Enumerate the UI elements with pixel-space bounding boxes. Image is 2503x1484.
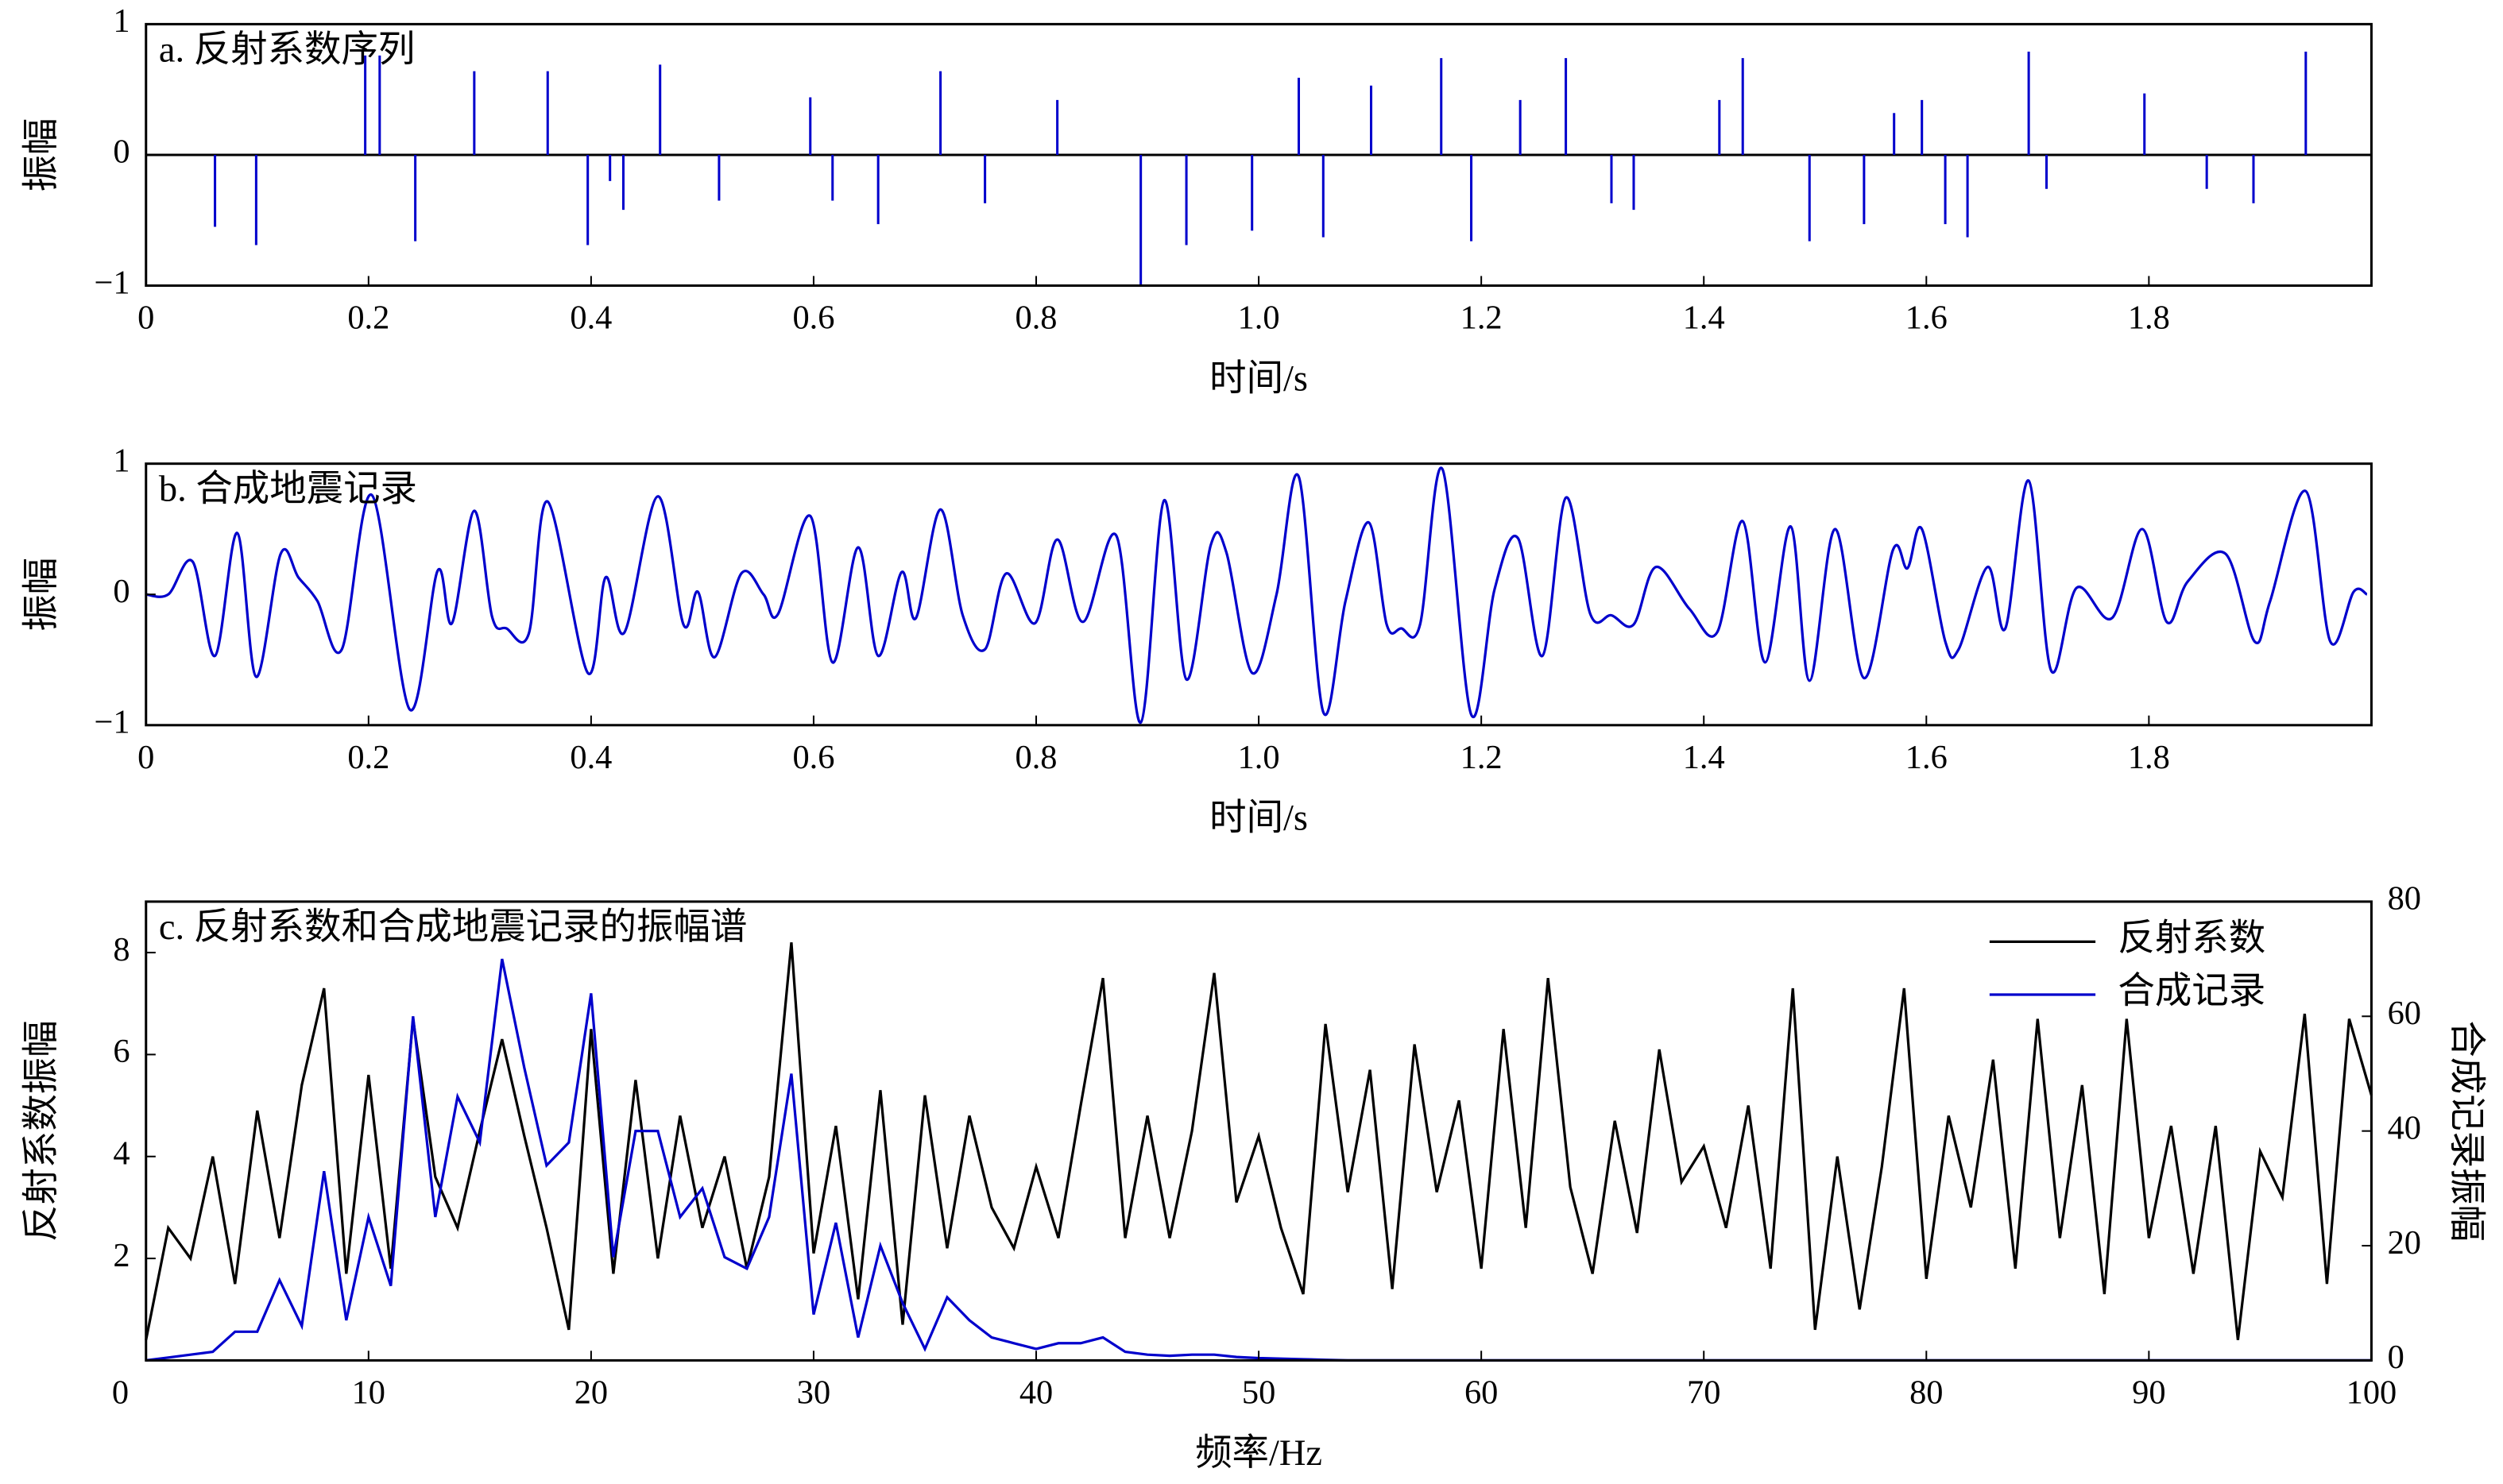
- y2-tick-label: 20: [2388, 1224, 2421, 1262]
- y-axis-label: 振幅: [21, 118, 62, 192]
- x-tick-label: 0.6: [792, 300, 834, 337]
- x-tick-label: 1.0: [1238, 739, 1280, 776]
- series-line: [145, 466, 2368, 725]
- y-tick-label: 4: [113, 1134, 130, 1172]
- x-tick-label: 40: [1019, 1374, 1053, 1412]
- y-tick-label: 6: [113, 1033, 130, 1070]
- chart-title: b. 合成地震记录: [159, 470, 417, 510]
- x-tick-label: 80: [1909, 1374, 1943, 1412]
- x-tick-label: 1.0: [1238, 300, 1280, 337]
- y-tick-label: −1: [94, 704, 130, 741]
- y2-tick-label: 80: [2388, 880, 2421, 918]
- x-tick-label: 0: [137, 739, 154, 776]
- x-tick-label: 1.6: [1905, 300, 1948, 337]
- x-tick-label: 0.8: [1016, 300, 1058, 337]
- x-tick-label: 1.4: [1683, 300, 1725, 337]
- x-tick-label: 0: [137, 300, 154, 337]
- x-tick-label: 1.8: [2128, 739, 2170, 776]
- x-tick-label: 100: [2346, 1374, 2397, 1412]
- x-tick-label: 0.2: [347, 300, 389, 337]
- y-axis-label: 振幅: [21, 558, 62, 632]
- x-tick-label: 0.2: [347, 739, 389, 776]
- x-tick-label: 30: [797, 1374, 830, 1412]
- x-tick-label: 1.8: [2128, 300, 2170, 337]
- x-tick-label: 10: [352, 1374, 385, 1412]
- series-line: [145, 942, 2373, 1341]
- legend-label: 反射系数: [2118, 918, 2265, 959]
- x-tick-label: 1.6: [1905, 739, 1948, 776]
- y-tick-label: 8: [113, 931, 130, 968]
- x-tick-label: 50: [1242, 1374, 1275, 1412]
- y2-tick-label: 60: [2388, 995, 2421, 1032]
- y2-tick-label: 0: [2388, 1339, 2404, 1376]
- y-tick-label: 0: [113, 133, 130, 171]
- y2-axis-label: 合成记录振幅: [2446, 1020, 2486, 1242]
- chart-title: c. 反射系数和合成地震记录的振幅谱: [159, 907, 747, 948]
- y-axis-label: 反射系数振幅: [21, 1020, 62, 1242]
- y-tick-label: −1: [94, 264, 130, 301]
- x-tick-label: 0.6: [792, 739, 834, 776]
- x-tick-label: 1.4: [1683, 739, 1725, 776]
- x-tick-label: 0.4: [570, 300, 612, 337]
- x-tick-label: 20: [574, 1374, 608, 1412]
- x-axis-label: 时间/s: [1209, 798, 1308, 839]
- plot-frame: [145, 462, 2373, 727]
- y-tick-label: 0: [113, 573, 130, 610]
- legend-label: 合成记录: [2118, 972, 2265, 1012]
- y-tick-label: 2: [113, 1237, 130, 1274]
- x-tick-label: 0.8: [1016, 739, 1058, 776]
- x-tick-label: 0: [112, 1374, 129, 1412]
- x-tick-label: 1.2: [1460, 300, 1503, 337]
- x-tick-label: 0.4: [570, 739, 612, 776]
- x-tick-label: 70: [1687, 1374, 1720, 1412]
- x-tick-label: 60: [1464, 1374, 1498, 1412]
- x-axis-label: 时间/s: [1209, 358, 1308, 399]
- chart-title: a. 反射系数序列: [159, 29, 415, 70]
- x-tick-label: 90: [2132, 1374, 2165, 1412]
- y-tick-label: 1: [113, 442, 130, 479]
- x-axis-label: 频率/Hz: [1195, 1433, 1322, 1474]
- y2-tick-label: 40: [2388, 1109, 2421, 1146]
- x-tick-label: 1.2: [1460, 739, 1503, 776]
- y-tick-label: 1: [113, 2, 130, 40]
